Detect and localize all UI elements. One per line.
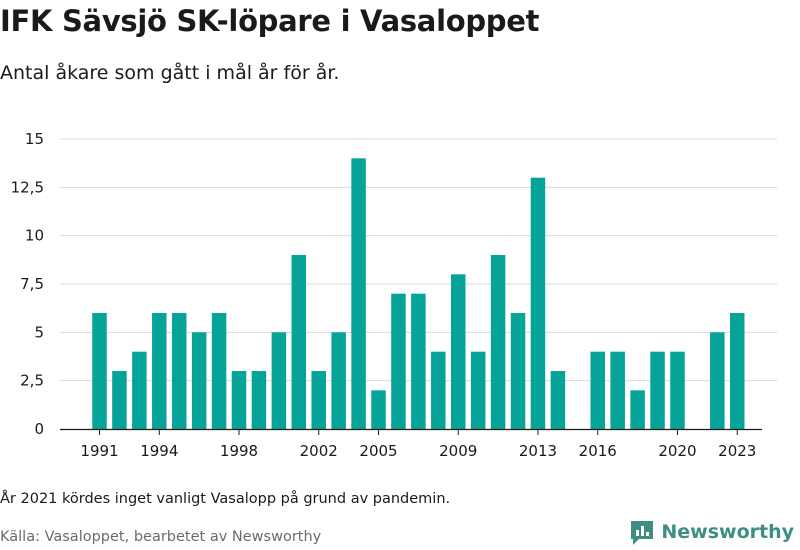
- y-tick-label: 2,5: [20, 372, 44, 390]
- bar-2023: [730, 313, 745, 429]
- bar-2011: [490, 255, 506, 429]
- y-tick-label: 7,5: [20, 275, 44, 293]
- x-tick-label: 1994: [140, 442, 178, 460]
- bar-1997: [211, 313, 227, 429]
- bar-2007: [411, 293, 426, 429]
- y-tick-label: 5: [34, 323, 44, 341]
- newsworthy-logo: Newsworthy: [629, 518, 794, 546]
- bar-2006: [391, 293, 406, 429]
- brand-name: Newsworthy: [661, 521, 794, 543]
- y-tick-label: 12,5: [11, 178, 44, 196]
- source-text: Källa: Vasaloppet, bearbetet av Newswort…: [0, 529, 322, 545]
- bar-2002: [311, 371, 326, 429]
- bar-1995: [171, 313, 187, 429]
- x-tick-label: 2005: [359, 442, 397, 460]
- bar-2005: [371, 390, 386, 429]
- x-tick-label: 1998: [220, 442, 258, 460]
- bar-1993: [132, 351, 147, 429]
- bar-1999: [251, 371, 267, 429]
- bar-2009: [450, 274, 466, 429]
- bar-1994: [152, 313, 167, 429]
- bar-1998: [231, 371, 247, 429]
- x-tick-label: 2023: [718, 442, 756, 460]
- y-tick-label: 15: [25, 130, 44, 148]
- bar-1996: [191, 332, 207, 429]
- chart-subtitle: Antal åkare som gått i mål år för år.: [0, 62, 340, 84]
- x-tick-label: 2009: [439, 442, 477, 460]
- footnote: År 2021 kördes inget vanligt Vasalopp på…: [0, 491, 451, 507]
- bar-2020: [670, 351, 685, 429]
- chart-title: IFK Sävsjö SK-löpare i Vasaloppet: [0, 4, 540, 38]
- bar-2017: [610, 351, 625, 429]
- bar-2008: [431, 351, 446, 429]
- x-tick-label: 2002: [300, 442, 338, 460]
- bar-2016: [590, 351, 605, 429]
- bar-2003: [331, 332, 346, 429]
- bar-2022: [710, 332, 725, 429]
- bar-2000: [271, 332, 287, 429]
- bar-2019: [650, 351, 665, 429]
- y-tick-label: 10: [25, 227, 44, 245]
- bar-2010: [470, 351, 486, 429]
- bar-chart: 0 2,5 5 7,5 10 12,5 15 1991 1994 1998 2002 2005 2009…: [11, 130, 777, 460]
- bar-2014: [550, 371, 566, 429]
- bar-2001: [291, 255, 307, 429]
- bar-chart-logo-icon: [631, 521, 654, 545]
- bar-2004: [351, 158, 366, 430]
- x-tick-label: 1991: [80, 442, 118, 460]
- x-tick-label: 2016: [579, 442, 617, 460]
- y-tick-label: 0: [34, 420, 44, 438]
- bar-2012: [510, 313, 526, 429]
- bar-1991: [92, 313, 107, 429]
- x-tick-label: 2020: [658, 442, 696, 460]
- bar-2013: [530, 177, 546, 429]
- bar-1992: [112, 371, 127, 429]
- bar-2018: [630, 390, 645, 429]
- x-tick-label: 2013: [519, 442, 557, 460]
